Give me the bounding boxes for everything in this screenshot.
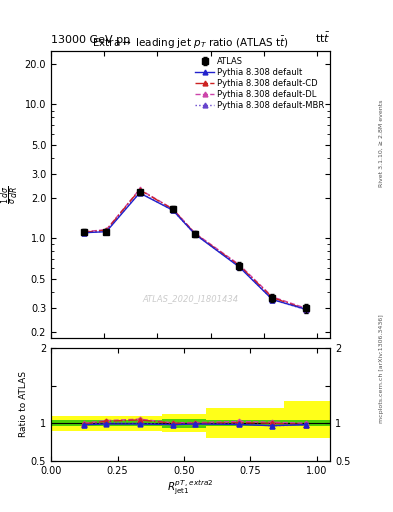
Pythia 8.308 default [237, 264, 242, 270]
Pythia 8.308 default-MBR [270, 296, 275, 303]
Text: ATLAS_2020_I1801434: ATLAS_2020_I1801434 [143, 294, 239, 304]
Pythia 8.308 default-MBR [303, 307, 308, 313]
Pythia 8.308 default-CD [303, 306, 308, 312]
Line: Pythia 8.308 default-MBR: Pythia 8.308 default-MBR [82, 190, 308, 312]
Pythia 8.308 default-DL [270, 294, 275, 300]
Pythia 8.308 default [137, 190, 142, 196]
Pythia 8.308 default-DL [193, 230, 197, 237]
Text: 13000 GeV pp: 13000 GeV pp [51, 35, 130, 46]
Pythia 8.308 default-MBR [104, 228, 109, 234]
Pythia 8.308 default [104, 228, 109, 234]
Line: Pythia 8.308 default-DL: Pythia 8.308 default-DL [82, 187, 308, 311]
Pythia 8.308 default-DL [82, 228, 87, 234]
Pythia 8.308 default-CD [193, 231, 197, 237]
Y-axis label: Ratio to ATLAS: Ratio to ATLAS [19, 372, 28, 437]
Pythia 8.308 default-DL [104, 227, 109, 233]
Text: Rivet 3.1.10, ≥ 2.8M events: Rivet 3.1.10, ≥ 2.8M events [379, 100, 384, 187]
Line: Pythia 8.308 default: Pythia 8.308 default [82, 190, 308, 312]
X-axis label: $R_{\mathrm{jet1}}^{pT,\,extra2}$: $R_{\mathrm{jet1}}^{pT,\,extra2}$ [167, 478, 214, 497]
Line: Pythia 8.308 default-CD: Pythia 8.308 default-CD [82, 187, 308, 312]
Pythia 8.308 default-CD [270, 294, 275, 301]
Legend: ATLAS, Pythia 8.308 default, Pythia 8.308 default-CD, Pythia 8.308 default-DL, P: ATLAS, Pythia 8.308 default, Pythia 8.30… [194, 55, 326, 112]
Pythia 8.308 default-DL [137, 186, 142, 193]
Pythia 8.308 default-DL [171, 206, 175, 212]
Pythia 8.308 default-CD [82, 229, 87, 236]
Pythia 8.308 default-DL [303, 305, 308, 311]
Y-axis label: $\frac{1}{\sigma}\frac{d\sigma}{dR}$: $\frac{1}{\sigma}\frac{d\sigma}{dR}$ [0, 185, 20, 204]
Pythia 8.308 default-MBR [237, 264, 242, 270]
Title: Extra$\rightarrow$ leading jet $p_T$ ratio (ATLAS t$\bar{t}$): Extra$\rightarrow$ leading jet $p_T$ rat… [92, 35, 289, 51]
Pythia 8.308 default-MBR [82, 230, 87, 236]
Pythia 8.308 default-CD [171, 206, 175, 212]
Pythia 8.308 default-CD [104, 227, 109, 233]
Pythia 8.308 default-MBR [171, 207, 175, 214]
Text: tt$\bar{t}$: tt$\bar{t}$ [315, 31, 330, 46]
Pythia 8.308 default-CD [137, 187, 142, 193]
Pythia 8.308 default-MBR [193, 231, 197, 238]
Pythia 8.308 default-CD [237, 263, 242, 269]
Pythia 8.308 default [303, 306, 308, 312]
Text: mcplots.cern.ch [arXiv:1306.3436]: mcplots.cern.ch [arXiv:1306.3436] [379, 314, 384, 423]
Pythia 8.308 default-MBR [137, 189, 142, 196]
Pythia 8.308 default [171, 207, 175, 214]
Pythia 8.308 default [193, 231, 197, 238]
Pythia 8.308 default [270, 296, 275, 303]
Pythia 8.308 default [82, 230, 87, 236]
Pythia 8.308 default-DL [237, 262, 242, 268]
